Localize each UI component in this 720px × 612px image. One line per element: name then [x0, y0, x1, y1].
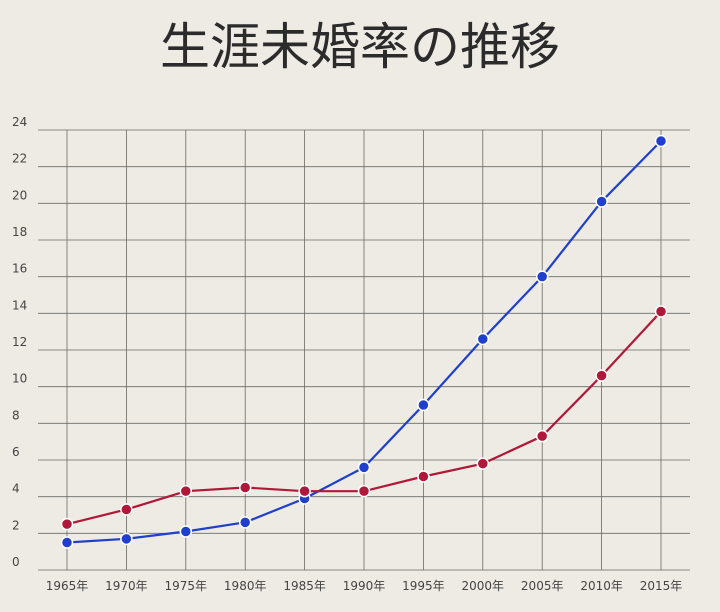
y-tick-label: 4 [12, 482, 20, 496]
chart-title: 生涯未婚率の推移 [160, 18, 560, 76]
data-point [595, 195, 608, 208]
x-tick-label: 2000年 [462, 579, 505, 593]
x-tick-label: 1995年 [402, 579, 445, 593]
y-tick-label: 0 [12, 555, 20, 569]
x-tick-label: 1985年 [283, 579, 326, 593]
y-tick-label: 8 [12, 408, 20, 422]
y-tick-label: 22 [12, 152, 27, 166]
data-point [476, 457, 490, 470]
data-point [357, 461, 371, 474]
data-point [654, 305, 668, 318]
data-point [535, 270, 549, 283]
y-tick-label: 24 [12, 115, 27, 129]
x-tick-label: 1965年 [46, 579, 89, 593]
y-tick-label: 2 [12, 518, 20, 532]
x-tick-label: 1990年 [343, 579, 386, 593]
x-tick-label: 1980年 [224, 579, 267, 593]
y-tick-label: 18 [12, 225, 27, 239]
data-point [179, 525, 193, 538]
data-point [238, 481, 252, 494]
data-point [417, 398, 430, 412]
data-point [298, 484, 311, 498]
data-point [476, 332, 490, 346]
x-tick-label: 2010年 [580, 579, 623, 593]
y-tick-label: 14 [12, 298, 27, 312]
data-point [60, 517, 74, 531]
y-tick-label: 20 [12, 188, 27, 202]
data-point [417, 470, 430, 483]
data-point [60, 536, 74, 549]
data-point [238, 516, 252, 529]
y-tick-label: 12 [12, 335, 27, 349]
x-tick-label: 2015年 [640, 579, 683, 593]
data-point [595, 369, 608, 382]
y-tick-label: 10 [12, 372, 27, 386]
data-point [179, 484, 193, 498]
data-point [120, 503, 133, 516]
data-point [357, 484, 371, 498]
x-tick-label: 1975年 [165, 579, 208, 593]
data-point [535, 429, 549, 443]
data-point [654, 134, 668, 148]
x-tick-label: 1970年 [105, 579, 148, 593]
x-tick-label: 2005年 [521, 579, 564, 593]
y-tick-label: 6 [12, 445, 20, 459]
data-point [120, 532, 133, 546]
y-tick-label: 16 [12, 262, 27, 276]
